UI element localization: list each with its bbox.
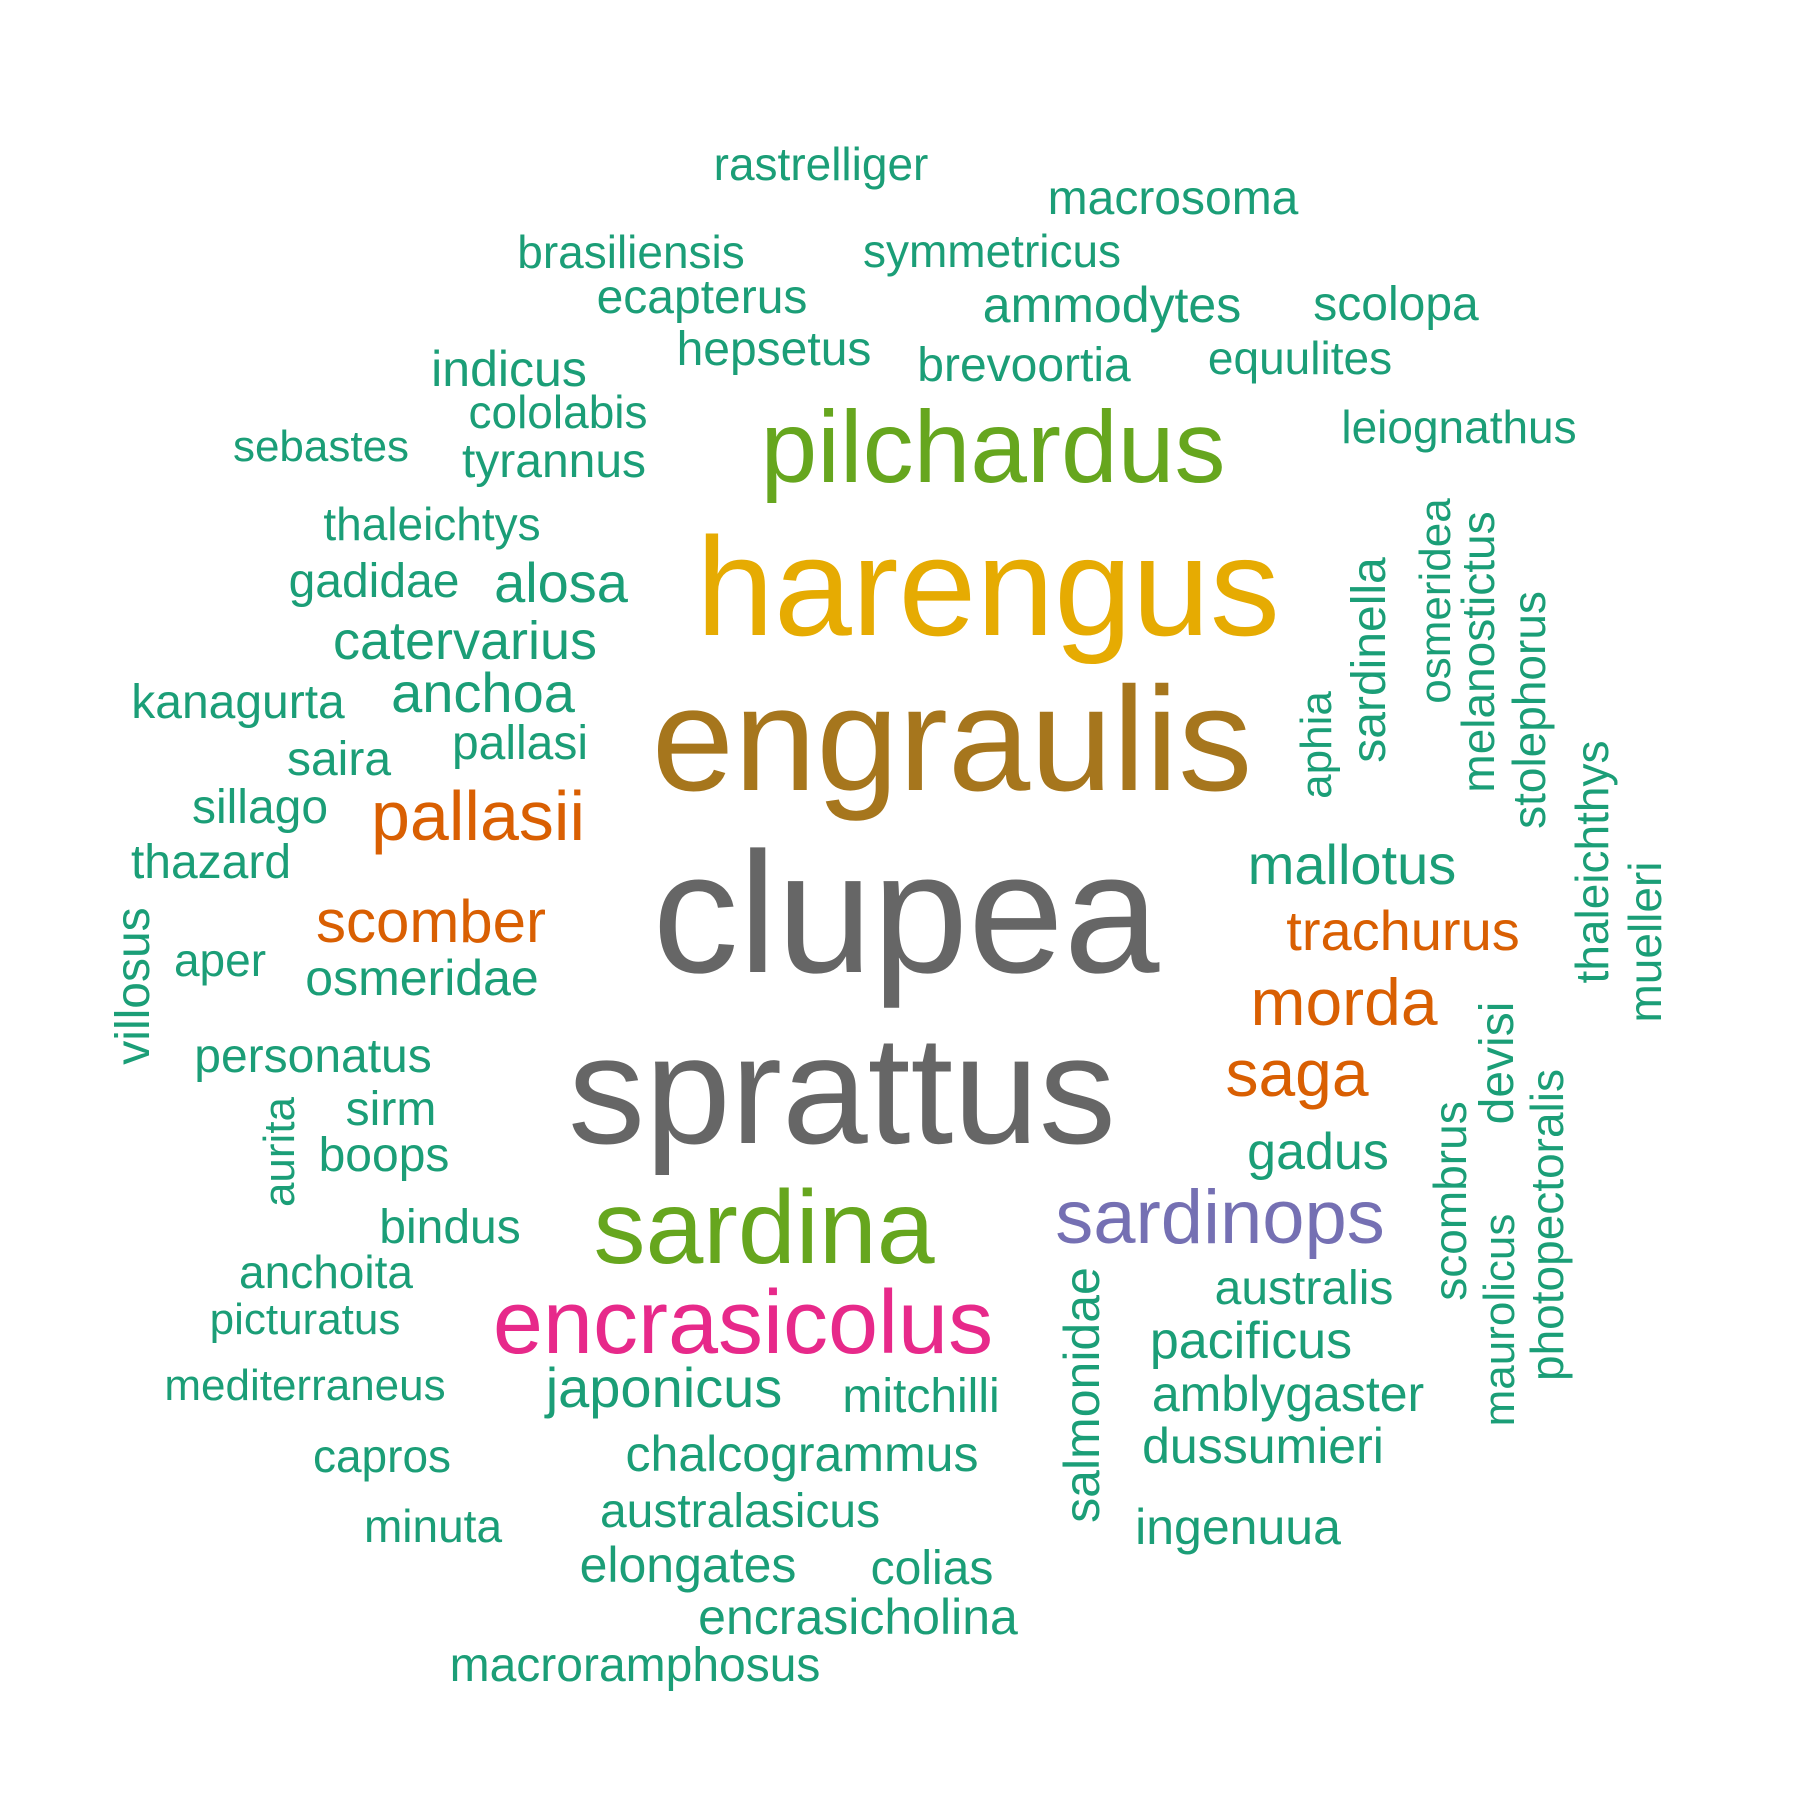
word-maurolicus: maurolicus [1475,1213,1524,1427]
word-sardinella: sardinella [1343,557,1396,763]
word-scolopa: scolopa [1313,278,1479,331]
word-morda: morda [1250,965,1438,1039]
word-villosus: villosus [107,907,160,1065]
word-ingenuua: ingenuua [1135,1499,1341,1555]
word-cololabis: cololabis [468,386,648,438]
word-bindus: bindus [379,1201,521,1254]
word-harengus: harengus [696,508,1280,665]
word-mallotus: mallotus [1247,833,1457,896]
word-equulites: equulites [1207,332,1393,384]
word-amblygaster: amblygaster [1151,1366,1425,1422]
word-encrasicolus: encrasicolus [492,1273,994,1373]
word-colias: colias [870,1542,994,1595]
word-tyrannus: tyrannus [461,435,647,488]
word-brasiliensis: brasiliensis [517,226,745,278]
word-ecapterus: ecapterus [596,271,808,324]
word-salmonidae: salmonidae [1054,1267,1110,1523]
word-australis: australis [1214,1262,1394,1315]
word-muelleri: muelleri [1619,861,1671,1023]
word-minuta: minuta [363,1500,503,1552]
word-sillago: sillago [191,781,329,834]
word-catervarius: catervarius [332,611,598,671]
word-sirm: sirm [345,1083,437,1136]
word-macrosoma: macrosoma [1047,172,1299,225]
word-anchoa: anchoa [391,661,575,724]
word-pallasi: pallasi [451,717,589,770]
word-devisi: devisi [1471,1001,1524,1125]
word-encrasicholina: encrasicholina [698,1589,1018,1645]
word-dussumieri: dussumieri [1142,1418,1384,1474]
word-sprattus: sprattus [568,1004,1116,1176]
word-symmetricus: symmetricus [862,225,1122,277]
word-sebastes: sebastes [232,422,410,471]
word-pacificus: pacificus [1149,1312,1353,1370]
word-thaleichtys: thaleichtys [323,498,541,550]
word-osmeridae: osmeridae [305,950,539,1006]
word-aphia: aphia [1292,691,1341,799]
word-hepsetus: hepsetus [676,323,872,376]
word-brevoortia: brevoortia [917,339,1131,392]
word-aurita: aurita [255,1096,304,1208]
word-rastrelliger: rastrelliger [713,138,929,190]
word-sardinops: sardinops [1055,1175,1385,1260]
word-alosa: alosa [494,551,628,614]
word-clupea: clupea [652,817,1160,1009]
word-thazard: thazard [130,836,292,889]
word-personatus: personatus [194,1030,432,1083]
word-picturatus: picturatus [209,1295,401,1344]
word-engraulis: engraulis [651,657,1253,822]
word-macroramphosus: macroramphosus [449,1639,821,1692]
word-chalcogrammus: chalcogrammus [625,1426,979,1482]
word-pilchardus: pilchardus [760,390,1226,504]
word-australasicus: australasicus [599,1485,881,1538]
word-aper: aper [173,934,267,986]
word-elongates: elongates [579,1537,797,1593]
word-pallasii: pallasii [371,777,585,855]
word-saira: saira [286,733,392,786]
word-leiognathus: leiognathus [1341,401,1577,453]
word-stolephorus: stolephorus [1503,591,1555,829]
word-japonicus: japonicus [545,1356,783,1419]
word-scombrus: scombrus [1424,1101,1476,1301]
word-anchoita: anchoita [239,1246,413,1298]
word-trachurus: trachurus [1286,899,1520,962]
word-mitchilli: mitchilli [842,1370,1000,1423]
word-gadus: gadus [1247,1123,1389,1181]
word-scomber: scomber [315,888,547,955]
word-indicus: indicus [431,341,587,397]
word-gadidae: gadidae [288,555,460,608]
word-capros: capros [312,1430,452,1482]
word-kanagurta: kanagurta [131,676,345,729]
word-boops: boops [318,1129,450,1182]
word-sardina: sardina [593,1170,935,1286]
word-photopectoralis: photopectoralis [1521,1069,1573,1381]
word-saga: saga [1225,1036,1369,1110]
word-thaleichthys: thaleichthys [1566,740,1618,984]
word-melanostictus: melanostictus [1452,511,1504,793]
word-ammodytes: ammodytes [982,277,1242,333]
word-mediterraneus: mediterraneus [164,1361,446,1410]
